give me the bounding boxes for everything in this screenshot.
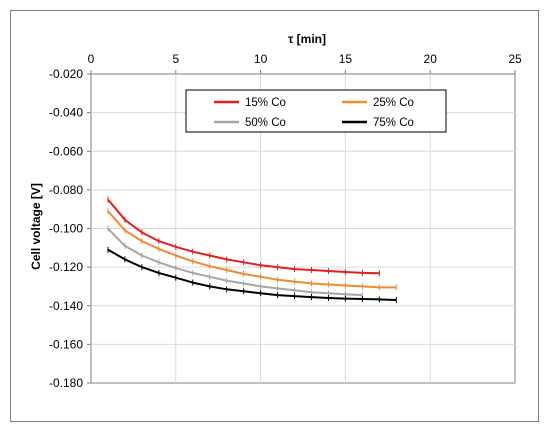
series-layer — [107, 196, 397, 303]
x-tick-label: 15 — [339, 52, 353, 66]
x-tick-label: 10 — [254, 52, 268, 66]
legend-item: 25% Co — [342, 97, 414, 109]
x-tick-label: 5 — [172, 52, 179, 66]
legend-label: 15% Co — [245, 97, 286, 109]
y-tick-label: -0.140 — [49, 299, 83, 313]
series-4 — [107, 246, 397, 303]
y-tick-label: -0.100 — [49, 222, 83, 236]
x-tick-label: 25 — [508, 52, 522, 66]
legend-item: 15% Co — [214, 97, 286, 109]
x-tick-label: 0 — [88, 52, 95, 66]
y-tick-label: -0.040 — [49, 106, 83, 120]
x-axis-title: τ [min] — [288, 32, 326, 46]
y-tick-labels: -0.020 -0.040 -0.060 -0.080 -0.100 -0.120 -0.1… — [49, 67, 83, 390]
y-tick-label: -0.180 — [49, 376, 83, 390]
y-axis-title: Cell voltage [V] — [29, 183, 43, 270]
legend-item: 50% Co — [214, 117, 286, 129]
legend-box — [185, 89, 447, 133]
y-tick-label: -0.020 — [49, 67, 83, 81]
series-line — [107, 227, 363, 297]
legend-item: 75% Co — [342, 117, 414, 129]
series-line — [107, 210, 397, 289]
series-2 — [107, 208, 397, 291]
legend: 15% Co 25% Co 50% Co 75% Co — [185, 89, 447, 133]
y-tick-label: -0.060 — [49, 144, 83, 158]
x-tick-labels: 0 5 10 15 20 25 — [88, 52, 522, 66]
legend-label: 75% Co — [373, 117, 414, 129]
y-tick-label: -0.160 — [49, 337, 83, 351]
y-tick-label: -0.080 — [49, 183, 83, 197]
x-tick-label: 20 — [424, 52, 438, 66]
series-1 — [107, 196, 380, 277]
legend-label: 50% Co — [245, 117, 286, 129]
y-tick-label: -0.120 — [49, 260, 83, 274]
series-line — [107, 248, 397, 301]
legend-label: 25% Co — [373, 97, 414, 109]
